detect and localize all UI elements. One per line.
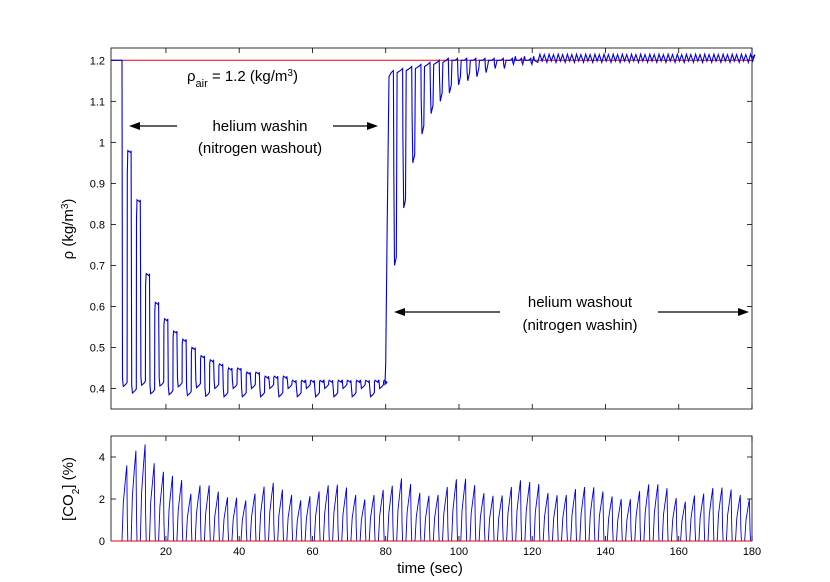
washin-label-line2: (nitrogen washout) (198, 140, 322, 157)
density-axes-box (110, 47, 753, 410)
density-y-tick-label: 0.5 (90, 342, 105, 354)
co2-x-tick-label: 100 (450, 546, 468, 558)
density-y-label: ρ (kg/m3) (60, 199, 78, 260)
rho-air-annotation: ρair = 1.2 (kg/m3) (187, 68, 298, 91)
washout-label-line2: (nitrogen washin) (522, 317, 637, 334)
density-y-tick-label: 1 (99, 137, 105, 149)
co2-x-tick-label: 80 (380, 546, 392, 558)
density-y-tick-label: 1.2 (90, 55, 105, 67)
density-y-tick-label: 0.8 (90, 219, 105, 231)
washout-left-arrow (394, 308, 500, 316)
co2-x-ticks: 20 40 60 80 100 120 140 160 180 (160, 436, 761, 558)
co2-y-tick-label: 4 (99, 452, 105, 464)
washin-label-line1: helium washin (212, 118, 307, 135)
co2-x-tick-label: 140 (596, 546, 614, 558)
density-y-tick-label: 0.6 (90, 301, 105, 313)
co2-plot: 0 2 4 20 40 60 80 100 120 140 160 180 [CO2] (%) ti… (60, 435, 761, 577)
co2-x-tick-label: 180 (743, 546, 761, 558)
co2-series-line (111, 444, 752, 542)
density-plot: 0.4 0.5 0.6 0.7 0.8 0.9 1 1.1 1.2 ρ (kg/m3) ρair… (60, 47, 756, 410)
co2-y-label: [CO2] (%) (60, 457, 82, 521)
washout-right-arrow (658, 308, 749, 316)
washin-left-arrow (129, 122, 177, 130)
density-y-tick-label: 0.4 (90, 383, 105, 395)
co2-y-tick-label: 0 (99, 536, 105, 548)
washin-right-arrow (333, 122, 378, 130)
co2-x-tick-label: 120 (523, 546, 541, 558)
density-x-ticks (165, 48, 753, 409)
co2-axes-box (110, 435, 753, 542)
co2-y-tick-label: 2 (99, 494, 105, 506)
co2-x-tick-label: 60 (306, 546, 318, 558)
co2-x-tick-label: 40 (233, 546, 245, 558)
time-x-label: time (sec) (397, 560, 463, 577)
density-y-tick-label: 0.9 (90, 178, 105, 190)
co2-x-tick-label: 160 (670, 546, 688, 558)
co2-x-tick-label: 20 (160, 546, 172, 558)
density-series-line (111, 52, 756, 398)
washout-label-line1: helium washout (528, 294, 633, 311)
density-y-ticks: 0.4 0.5 0.6 0.7 0.8 0.9 1 1.1 1.2 (90, 55, 752, 395)
density-y-tick-label: 0.7 (90, 260, 105, 272)
density-y-tick-label: 1.1 (90, 96, 105, 108)
